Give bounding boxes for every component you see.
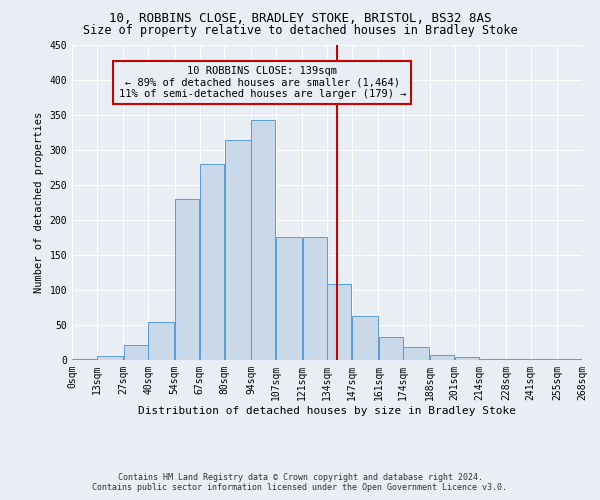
Bar: [403, 348, 430, 360]
Y-axis label: Number of detached properties: Number of detached properties: [34, 112, 44, 293]
Bar: [224, 140, 251, 360]
Bar: [200, 164, 224, 360]
Bar: [352, 316, 378, 360]
Bar: [479, 358, 506, 360]
Bar: [124, 344, 148, 360]
Text: Contains HM Land Registry data © Crown copyright and database right 2024.
Contai: Contains HM Land Registry data © Crown c…: [92, 473, 508, 492]
Text: Size of property relative to detached houses in Bradley Stoke: Size of property relative to detached ho…: [83, 24, 517, 37]
Bar: [72, 358, 97, 360]
Bar: [430, 355, 454, 360]
Bar: [251, 120, 275, 360]
Bar: [531, 358, 557, 360]
Bar: [327, 284, 352, 360]
Bar: [455, 357, 479, 360]
Text: 10, ROBBINS CLOSE, BRADLEY STOKE, BRISTOL, BS32 8AS: 10, ROBBINS CLOSE, BRADLEY STOKE, BRISTO…: [109, 12, 491, 26]
Bar: [97, 356, 123, 360]
X-axis label: Distribution of detached houses by size in Bradley Stoke: Distribution of detached houses by size …: [138, 406, 516, 415]
Text: 10 ROBBINS CLOSE: 139sqm
← 89% of detached houses are smaller (1,464)
11% of sem: 10 ROBBINS CLOSE: 139sqm ← 89% of detach…: [119, 66, 406, 99]
Bar: [302, 237, 327, 360]
Bar: [379, 337, 403, 360]
Bar: [276, 237, 302, 360]
Bar: [175, 199, 199, 360]
Bar: [148, 322, 175, 360]
